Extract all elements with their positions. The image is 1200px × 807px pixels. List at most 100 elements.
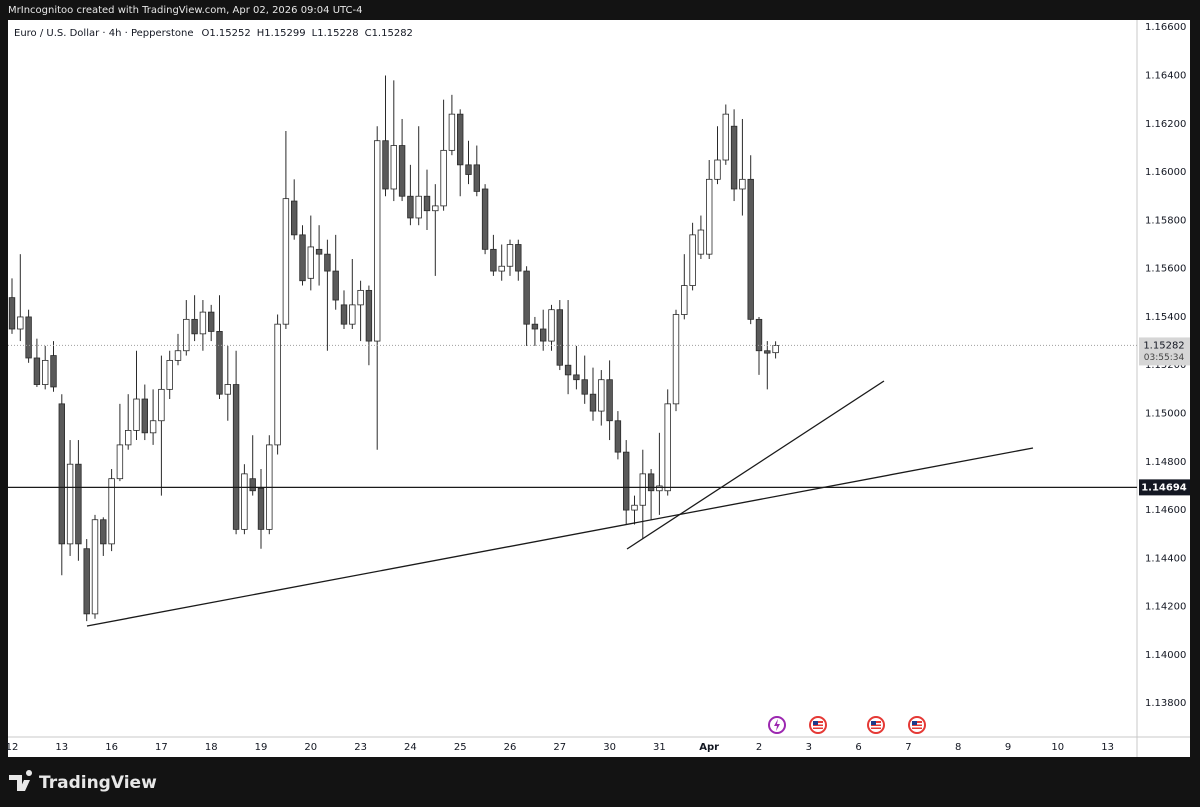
candle-body [656, 485, 663, 492]
candle-body [166, 359, 173, 390]
candle-body [598, 379, 605, 412]
trend-line [626, 380, 885, 550]
candle-body [324, 253, 331, 272]
candle-body [382, 140, 389, 190]
x-tick-label: 24 [404, 742, 417, 753]
candle-body [191, 318, 198, 335]
candle-body [714, 159, 721, 180]
x-tick-label: Apr [699, 742, 719, 753]
candle-body [257, 487, 265, 530]
candle-body [664, 403, 671, 492]
x-tick-label: 13 [1101, 742, 1114, 753]
x-tick-label: 9 [1005, 742, 1011, 753]
candle-body [747, 178, 754, 320]
y-tick-label: 1.15600 [1145, 264, 1186, 275]
y-tick-label: 1.14000 [1145, 650, 1186, 661]
candle-body [432, 205, 439, 212]
candle-body [639, 473, 646, 506]
candle-body [631, 504, 638, 511]
candle-body [133, 398, 140, 431]
ohlc-value: 1.15252 [209, 28, 250, 39]
candle-body [764, 350, 771, 354]
candle-body [307, 246, 314, 279]
candle-body [216, 331, 223, 395]
candle-body [506, 244, 514, 267]
candle-body [108, 478, 115, 545]
candle-body [423, 195, 431, 212]
candle-body [697, 229, 705, 255]
ohlc-label: L [312, 28, 318, 39]
candle-body [183, 318, 190, 352]
candle-body [33, 357, 41, 385]
candle-body [398, 145, 406, 197]
candle-body [149, 420, 157, 434]
candle-body [116, 444, 124, 480]
ohlc-label: H [257, 28, 265, 39]
ohlc-value: 1.15282 [372, 28, 413, 39]
candle-body [125, 430, 132, 446]
candle-body [540, 328, 547, 342]
candle-body [91, 519, 99, 615]
y-tick-label: 1.15200 [1145, 360, 1186, 371]
last-price-label: 1.15282 [1143, 340, 1184, 351]
candle-body [647, 473, 655, 492]
x-tick-label: 23 [354, 742, 367, 753]
candle-body [83, 548, 90, 615]
candle-body [531, 323, 539, 330]
candle-body [332, 270, 339, 301]
y-tick-label: 1.13800 [1145, 698, 1186, 709]
candle-body [606, 379, 613, 422]
candle-body [515, 244, 522, 272]
countdown: 03:55:34 [1144, 353, 1185, 363]
candle-body [241, 473, 248, 530]
candle-body [739, 178, 746, 190]
x-tick-label: 20 [304, 742, 317, 753]
candle-body [25, 316, 32, 359]
candle-body [357, 289, 364, 306]
candle-body [42, 359, 49, 385]
event-icon-glyph [774, 719, 780, 731]
candle-body [174, 350, 182, 361]
candle-body [448, 113, 456, 151]
event-icon[interactable] [867, 716, 885, 734]
event-icon[interactable] [908, 716, 926, 734]
candle-body [17, 316, 24, 330]
y-tick-label: 1.16000 [1145, 167, 1186, 178]
y-tick-label: 1.15400 [1145, 312, 1186, 323]
y-tick-label: 1.16600 [1145, 22, 1186, 33]
candle-body [315, 248, 323, 255]
y-tick-label: 1.15800 [1145, 215, 1186, 226]
candle-body [614, 420, 622, 453]
candle-body [564, 364, 572, 376]
x-tick-label: 18 [205, 742, 218, 753]
last-price-box [1139, 337, 1190, 366]
x-tick-label: 13 [55, 742, 68, 753]
candle-body [207, 311, 215, 332]
x-tick-label: 6 [855, 742, 861, 753]
brand-logo: TradingView [9, 770, 157, 793]
candle-body [199, 311, 207, 335]
candle-body [299, 234, 306, 282]
candle-body [755, 318, 763, 352]
candle-body [681, 285, 688, 315]
candle-body [340, 304, 348, 325]
candle-body [581, 379, 588, 395]
candle-body [100, 519, 107, 545]
ohlc-label: C [365, 28, 372, 39]
candle-body [8, 297, 16, 330]
ohlc-value: 1.15228 [317, 28, 358, 39]
x-tick-label: 2 [756, 742, 762, 753]
candle-body [772, 345, 779, 354]
y-tick-label: 1.14800 [1145, 457, 1186, 468]
event-icon[interactable] [809, 716, 827, 734]
candle-body [415, 195, 422, 219]
level-label-box [1139, 479, 1190, 496]
level-label: 1.14694 [1141, 482, 1187, 493]
plot: 1.16600 1.16400 1.16200 1.16000 1.15800 1.156… [6, 22, 1187, 753]
x-tick-label: 19 [255, 742, 268, 753]
candle-body [373, 140, 381, 342]
candle-body [274, 323, 281, 446]
logo-mark [9, 770, 33, 791]
